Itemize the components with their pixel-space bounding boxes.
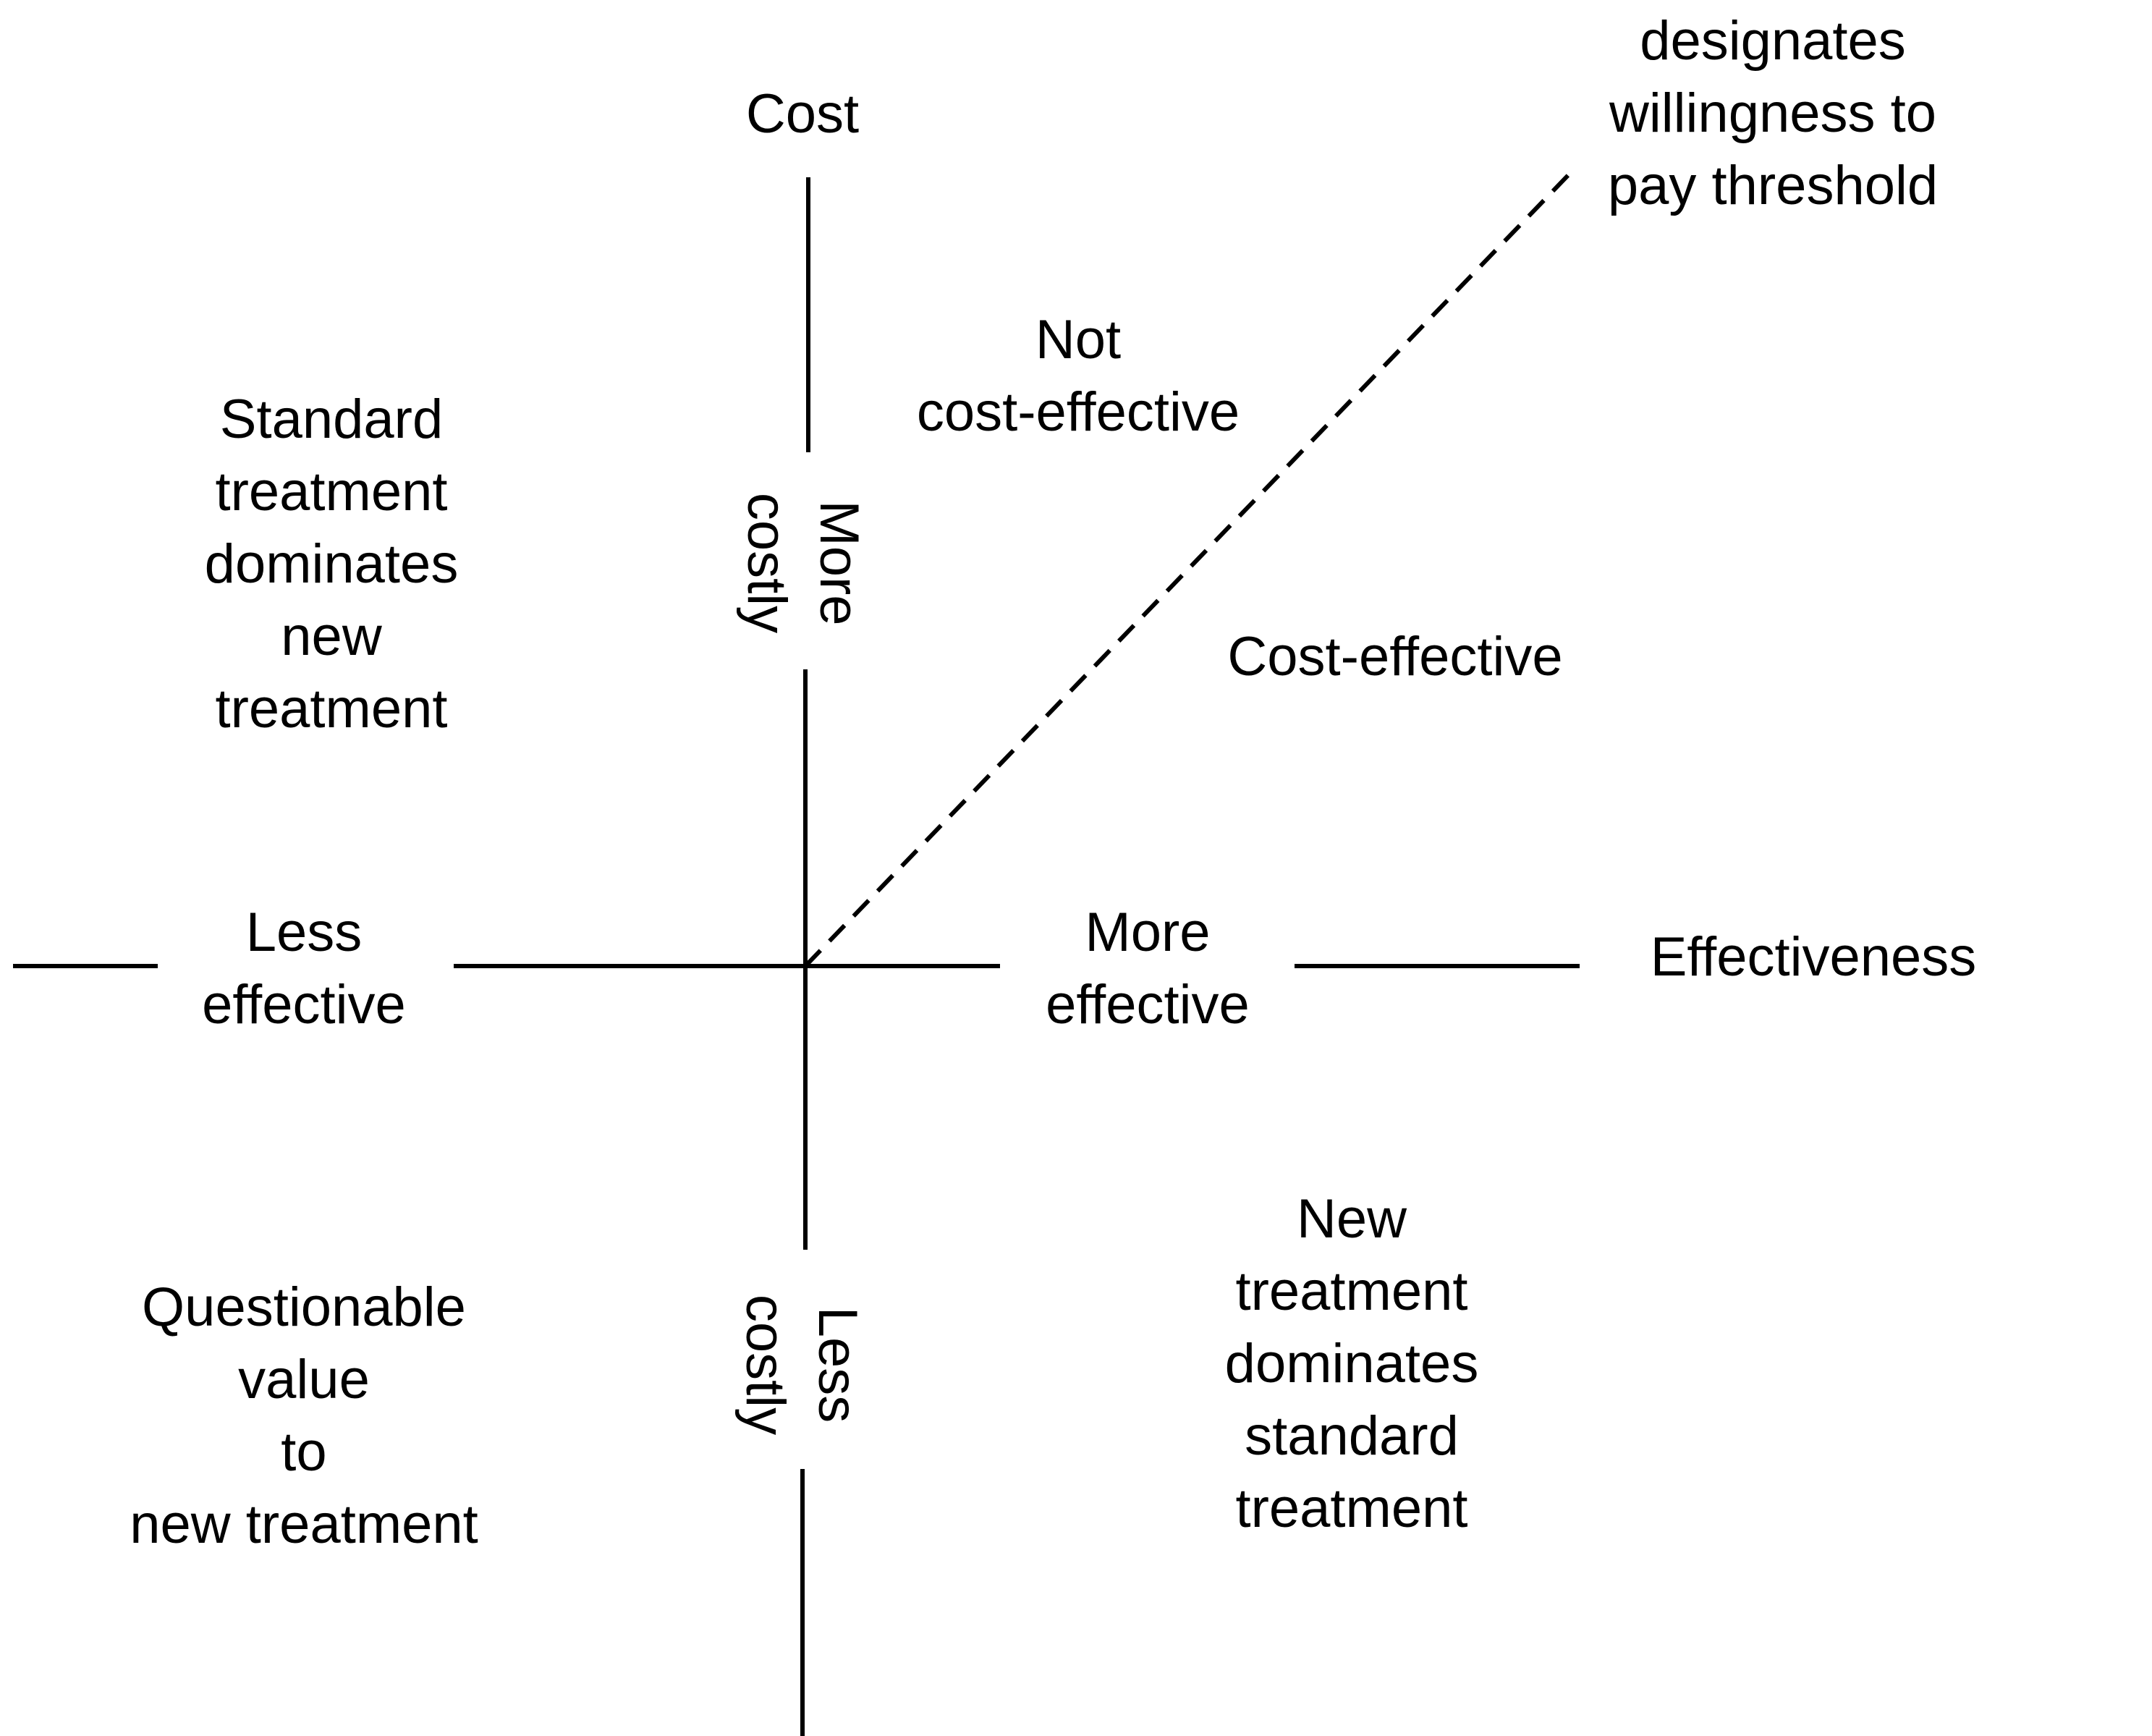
cost-axis-title: Cost [745,83,860,145]
more-effective-label: More effective [1046,902,1250,1036]
more-costly-label: More costly [736,492,870,634]
effectiveness-axis-title: Effectiveness [1650,926,1977,988]
less-costly-label: Less costly [734,1294,868,1436]
not-cost-effective-label: Not cost-effective [916,309,1240,443]
questionable-value-label: Questionable value to new treatment [130,1276,478,1555]
cost-effective-label: Cost-effective [1227,626,1563,687]
new-dominates-label: New treatment dominates standard treatme… [1224,1188,1479,1539]
willingness-to-pay-threshold-line [803,167,1576,968]
less-effective-label: Less effective [202,902,406,1036]
threshold-note: Dashed line designates willingness to pa… [1607,10,1939,216]
standard-dominates-label: Standard treatment dominates new treatme… [204,389,459,740]
